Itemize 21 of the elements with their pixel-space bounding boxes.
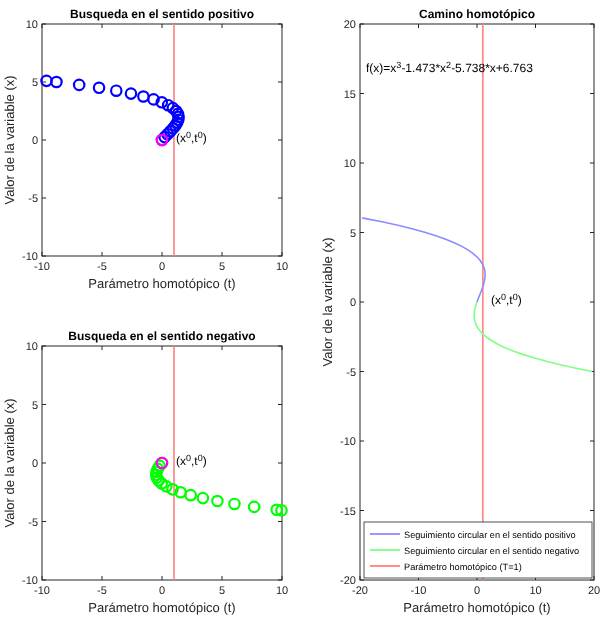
point — [228, 497, 241, 511]
point — [184, 488, 197, 502]
point — [196, 491, 210, 505]
point — [155, 96, 169, 109]
point — [275, 504, 288, 517]
point — [40, 74, 53, 88]
line-series — [361, 217, 486, 303]
point — [50, 75, 63, 89]
point — [247, 500, 261, 514]
point — [124, 87, 138, 100]
point — [166, 483, 179, 496]
point — [92, 81, 106, 95]
point — [137, 90, 150, 103]
point — [270, 503, 283, 517]
point — [147, 93, 160, 106]
point — [109, 84, 123, 97]
point — [72, 78, 86, 92]
point — [211, 494, 224, 508]
point — [161, 98, 175, 112]
point — [159, 480, 173, 493]
point — [174, 485, 187, 499]
